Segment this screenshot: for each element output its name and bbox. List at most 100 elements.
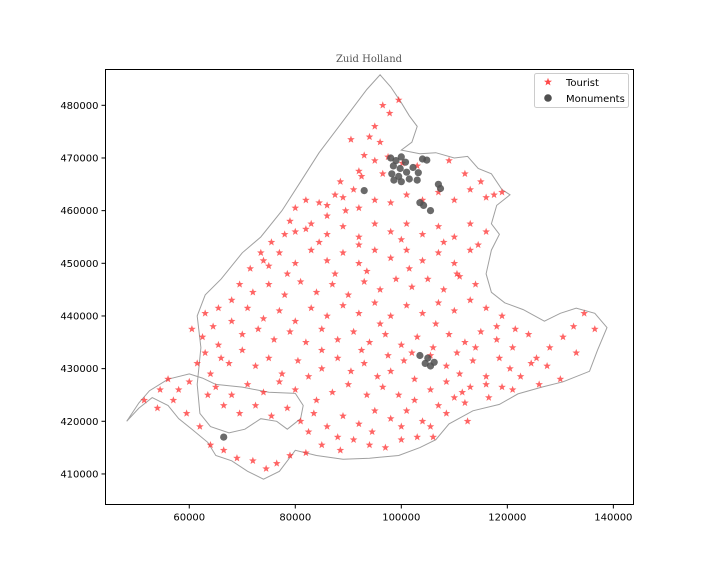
tourist-point bbox=[304, 427, 313, 436]
tourist-point bbox=[434, 298, 443, 307]
y-tick-label: 430000 bbox=[60, 364, 98, 375]
tourist-point bbox=[169, 396, 178, 404]
tourist-point bbox=[251, 401, 260, 409]
legend-box bbox=[534, 73, 629, 108]
monument-point bbox=[414, 169, 422, 177]
tourist-point bbox=[188, 325, 196, 333]
tourist-point bbox=[439, 238, 448, 246]
map-boundary-layer bbox=[126, 74, 608, 480]
tourist-point bbox=[227, 317, 236, 325]
tourist-point bbox=[543, 362, 551, 370]
tourist-point bbox=[498, 188, 506, 196]
legend-item-monuments: Monuments bbox=[544, 94, 625, 105]
legend-tourist-marker bbox=[544, 77, 552, 86]
tourist-point bbox=[257, 248, 265, 256]
tourist-point bbox=[386, 367, 395, 375]
tourist-point bbox=[474, 240, 482, 249]
monument-point bbox=[390, 176, 398, 184]
tourist-point bbox=[471, 280, 480, 288]
tourist-point bbox=[328, 280, 337, 288]
chart-title: Zuid Holland bbox=[336, 54, 403, 65]
tourist-point bbox=[442, 362, 451, 370]
tourist-point bbox=[331, 190, 339, 199]
tourist-point bbox=[394, 390, 403, 399]
tourist-point bbox=[429, 343, 437, 351]
tourist-point bbox=[204, 390, 212, 399]
tourist-point bbox=[264, 280, 273, 288]
tourist-point bbox=[402, 301, 411, 309]
tourist-point bbox=[264, 354, 273, 362]
tourist-point bbox=[238, 330, 247, 338]
monument-point bbox=[403, 168, 411, 176]
monument-point bbox=[430, 358, 438, 366]
tourist-point bbox=[219, 446, 228, 454]
tourist-point bbox=[442, 409, 451, 417]
tourist-point bbox=[397, 235, 406, 243]
tourist-point bbox=[466, 185, 475, 193]
tourist-point bbox=[397, 422, 406, 430]
tourist-point bbox=[532, 354, 541, 362]
y-tick-label: 450000 bbox=[60, 259, 98, 270]
tourist-point bbox=[302, 338, 310, 346]
tourist-point bbox=[246, 264, 255, 272]
tourist-point bbox=[535, 380, 543, 388]
tourist-point bbox=[323, 311, 331, 320]
tourist-point bbox=[402, 406, 411, 414]
tourist-point bbox=[498, 311, 506, 320]
tourist-point bbox=[323, 201, 331, 209]
tourist-point bbox=[424, 275, 432, 283]
tourist-point bbox=[450, 196, 459, 204]
legend-monuments-marker bbox=[544, 94, 552, 102]
tourist-point bbox=[418, 309, 427, 317]
tourist-point bbox=[153, 404, 162, 412]
tourist-point bbox=[426, 422, 435, 430]
tourist-point bbox=[410, 396, 419, 404]
tourist-point bbox=[466, 219, 475, 228]
tourist-point bbox=[461, 169, 469, 178]
tourist-point bbox=[498, 383, 506, 391]
tourist-point bbox=[458, 388, 467, 396]
x-tick-label: 80000 bbox=[279, 513, 311, 524]
tourist-point bbox=[238, 346, 247, 354]
tourist-point bbox=[455, 272, 464, 280]
tourist-point bbox=[572, 348, 581, 357]
tourist-point bbox=[445, 330, 453, 338]
tourist-point bbox=[312, 288, 321, 296]
tourist-point bbox=[339, 222, 347, 230]
tourist-point bbox=[495, 354, 504, 362]
tourist-point bbox=[378, 169, 387, 178]
tourist-point bbox=[580, 309, 588, 317]
legend-item-tourist: Tourist bbox=[544, 77, 599, 89]
tourist-point bbox=[259, 388, 268, 396]
tourist-point bbox=[461, 398, 469, 407]
tourist-point bbox=[408, 348, 416, 357]
tourist-point bbox=[233, 454, 241, 462]
x-axis: 60000 80000 100000 120000 140000 bbox=[173, 504, 632, 524]
tourist-point bbox=[339, 301, 347, 309]
tourist-point bbox=[371, 219, 379, 228]
tourist-point bbox=[164, 375, 172, 383]
tourist-point bbox=[296, 417, 305, 425]
tourist-point bbox=[214, 304, 223, 312]
tourist-point bbox=[206, 440, 215, 449]
tourist-point bbox=[336, 177, 345, 185]
tourist-point bbox=[336, 446, 345, 454]
monument-point bbox=[360, 187, 368, 195]
tourist-point bbox=[461, 338, 469, 346]
monument-point bbox=[416, 351, 424, 360]
tourist-point bbox=[426, 385, 435, 393]
y-tick-label: 460000 bbox=[60, 206, 98, 217]
tourist-point bbox=[410, 375, 419, 383]
tourist-point bbox=[355, 419, 363, 428]
tourist-point bbox=[140, 396, 148, 404]
tourist-point bbox=[400, 356, 408, 364]
tourist-point bbox=[333, 433, 342, 441]
tourist-point bbox=[450, 259, 459, 267]
tourist-point bbox=[156, 385, 164, 393]
tourist-point bbox=[381, 443, 390, 451]
tourist-point bbox=[450, 393, 459, 401]
tourist-point bbox=[219, 401, 228, 409]
tourist-point bbox=[174, 385, 183, 393]
tourist-point bbox=[291, 317, 300, 325]
monument-point bbox=[424, 354, 432, 362]
